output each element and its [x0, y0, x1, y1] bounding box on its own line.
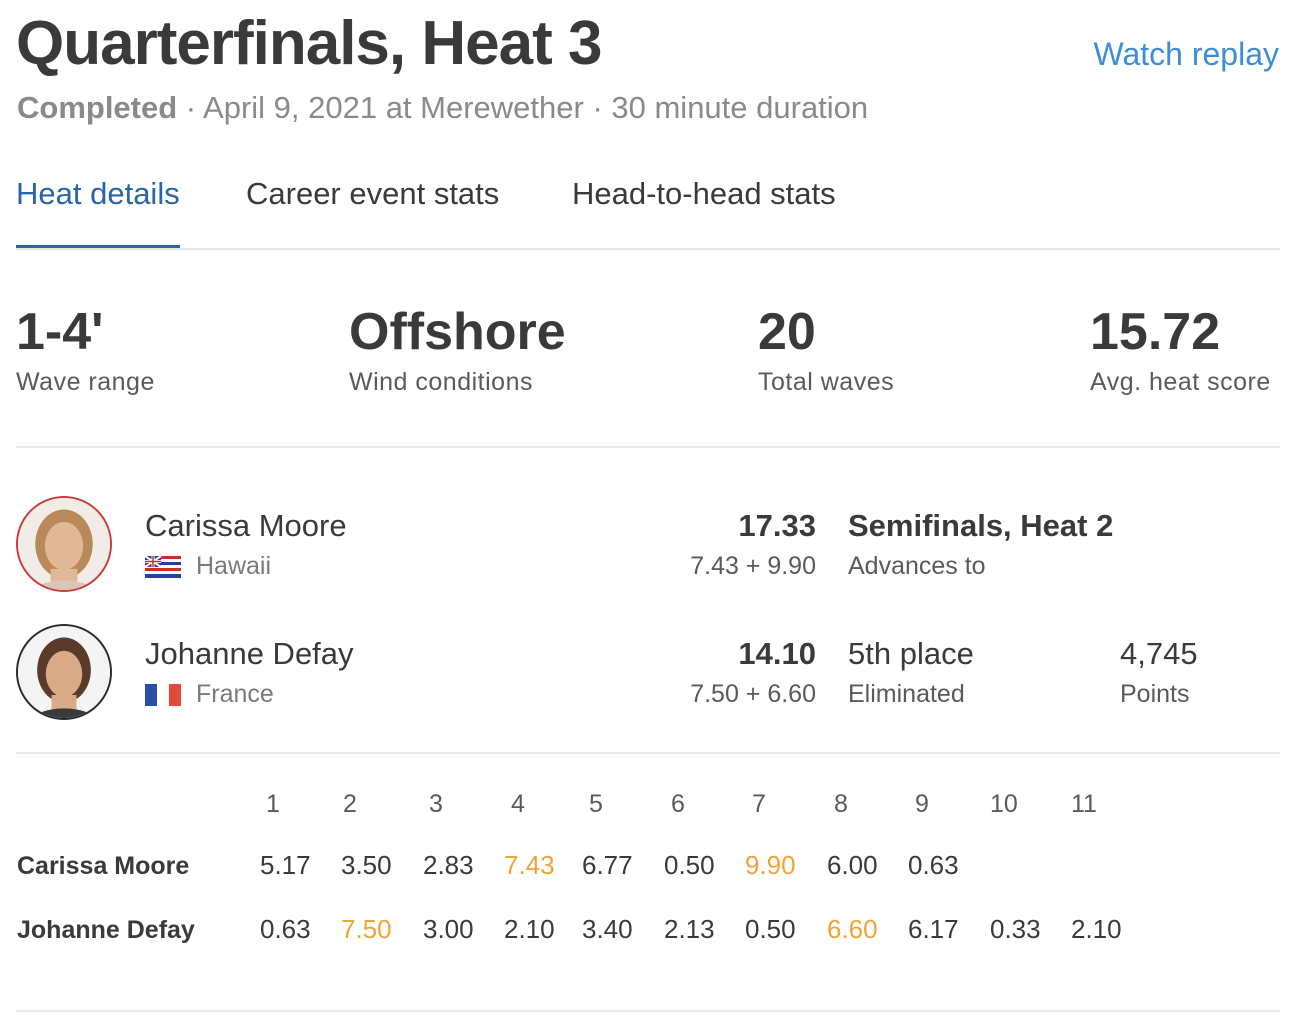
tab-head-to-head-stats[interactable]: Head-to-head stats: [572, 176, 836, 211]
wave-score: 0.63: [260, 914, 311, 944]
wave-number-header: 3: [429, 790, 443, 818]
wave-score-counting: 6.60: [827, 914, 878, 944]
wave-score: 2.13: [664, 914, 715, 944]
hawaii-flag-icon: [145, 556, 181, 578]
wave-score: 3.00: [423, 914, 474, 944]
wave-score: 3.50: [341, 850, 392, 880]
divider: [16, 752, 1280, 754]
wave-score: 2.83: [423, 850, 474, 880]
wave-number-header: 11: [1071, 790, 1097, 818]
heat-subtitle: Completed · April 9, 2021 at Merewether …: [17, 90, 868, 126]
wave-number-header: 4: [511, 790, 525, 818]
stat-value: 20: [758, 303, 816, 361]
wave-score: 0.33: [990, 914, 1041, 944]
wave-score: 6.77: [582, 850, 633, 880]
points-value: 4,745: [1120, 636, 1198, 671]
stat-label: Avg. heat score: [1090, 368, 1271, 396]
watch-replay-link[interactable]: Watch replay: [1093, 36, 1279, 72]
stat-wave-range: 1-4' Wave range: [16, 300, 155, 397]
heat-meta: · April 9, 2021 at Merewether · 30 minut…: [177, 90, 869, 125]
result-label: Eliminated: [848, 680, 965, 708]
wave-number-header: 7: [752, 790, 766, 818]
wave-score: 5.17: [260, 850, 311, 880]
wave-score-counting: 7.50: [341, 914, 392, 944]
tab-bar: Heat details Career event stats Head-to-…: [16, 176, 1280, 250]
final-placing: 5th place: [848, 636, 974, 671]
wave-score-counting: 9.90: [745, 850, 796, 880]
heat-status: Completed: [17, 90, 178, 125]
stat-value: 1-4': [16, 303, 104, 361]
wave-score: 0.50: [745, 914, 796, 944]
stat-label: Total waves: [758, 368, 895, 396]
avatar-photo-icon: [18, 498, 110, 590]
heat-total: 17.33: [738, 508, 816, 543]
tab-career-event-stats[interactable]: Career event stats: [246, 176, 500, 211]
wave-score: 2.10: [504, 914, 555, 944]
row-athlete-name: Johanne Defay: [17, 916, 195, 944]
wave-number-header: 10: [990, 790, 1018, 818]
wave-score: 2.10: [1071, 914, 1122, 944]
row-athlete-name: Carissa Moore: [17, 852, 190, 880]
wave-number-header: 2: [343, 790, 357, 818]
page-title: Quarterfinals, Heat 3: [16, 9, 602, 78]
advances-to-heat[interactable]: Semifinals, Heat 2: [848, 508, 1114, 543]
wave-number-header: 1: [266, 790, 280, 818]
athlete-name[interactable]: Johanne Defay: [145, 636, 354, 671]
divider: [16, 446, 1280, 448]
stat-wind-conditions: Offshore Wind conditions: [349, 300, 566, 397]
divider: [16, 1010, 1280, 1012]
stat-avg-heat-score: 15.72 Avg. heat score: [1090, 300, 1271, 397]
athlete-name[interactable]: Carissa Moore: [145, 508, 347, 543]
stat-value: Offshore: [349, 303, 566, 361]
wave-number-header: 6: [671, 790, 685, 818]
wave-score: 3.40: [582, 914, 633, 944]
counting-waves: 7.43 + 9.90: [690, 552, 816, 580]
stat-label: Wave range: [16, 368, 155, 396]
stat-total-waves: 20 Total waves: [758, 300, 894, 397]
result-label: Advances to: [848, 552, 986, 580]
wave-score: 0.50: [664, 850, 715, 880]
wave-score: 0.63: [908, 850, 959, 880]
athlete-country: France: [196, 680, 274, 708]
wave-number-header: 8: [834, 790, 848, 818]
athlete-avatar[interactable]: [16, 496, 112, 592]
avatar-photo-icon: [18, 626, 110, 718]
athlete-avatar[interactable]: [16, 624, 112, 720]
wave-score: 6.00: [827, 850, 878, 880]
heat-total: 14.10: [738, 636, 816, 671]
wave-number-header: 5: [589, 790, 603, 818]
tab-heat-details[interactable]: Heat details: [16, 176, 180, 248]
wave-score: 6.17: [908, 914, 959, 944]
wave-score-counting: 7.43: [504, 850, 555, 880]
wave-number-header: 9: [915, 790, 929, 818]
france-flag-icon: [145, 684, 181, 706]
points-label: Points: [1120, 680, 1190, 708]
athlete-country: Hawaii: [196, 552, 272, 580]
stat-label: Wind conditions: [349, 368, 533, 396]
stat-value: 15.72: [1090, 303, 1221, 361]
counting-waves: 7.50 + 6.60: [690, 680, 816, 708]
